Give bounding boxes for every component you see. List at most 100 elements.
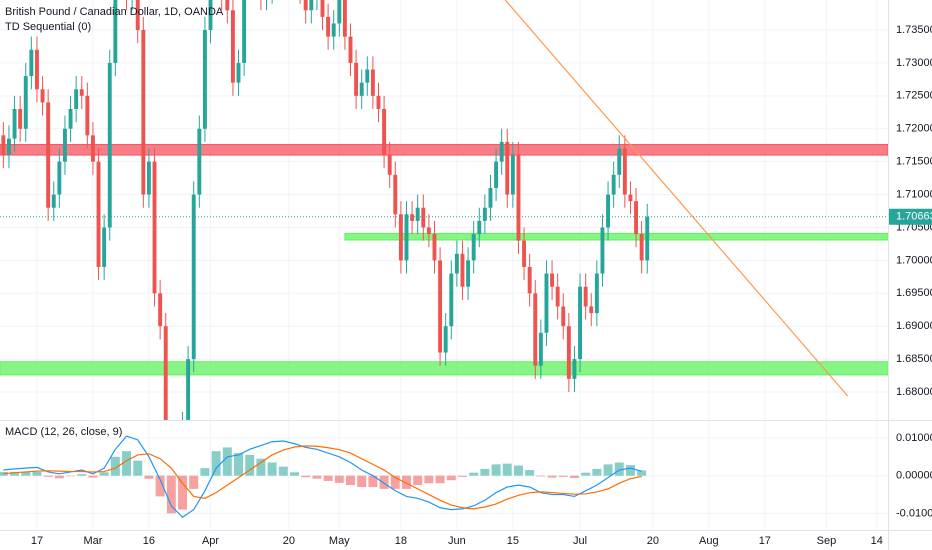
x-tick-label: 20 (647, 535, 659, 547)
candle-body (589, 306, 594, 314)
x-tick-label: 17 (759, 535, 771, 547)
y-tick-label: 0.01000 (896, 432, 932, 444)
candle-body (488, 187, 493, 208)
y-tick-label: 1.73000 (896, 57, 932, 69)
candle-body (410, 214, 415, 221)
histogram-bar (334, 475, 344, 483)
candle-body (404, 214, 409, 261)
candle-body (348, 36, 353, 63)
macd-pane (0, 435, 647, 518)
histogram-bar (390, 475, 400, 489)
candle-body (146, 161, 151, 195)
histogram-bar (569, 475, 579, 478)
histogram-bar (66, 475, 76, 477)
histogram-bar (480, 468, 490, 476)
indicator-title: TD Sequential (0) (5, 21, 91, 33)
candle-body (432, 234, 437, 261)
candle-body (566, 326, 571, 379)
candle-body (225, 0, 230, 11)
zone (0, 144, 888, 156)
candle-body (443, 326, 448, 353)
candle-body (186, 359, 191, 420)
x-tick-label: 20 (283, 535, 295, 547)
candle-body (611, 174, 616, 195)
candle-body (578, 286, 583, 360)
y-tick-label: 1.69000 (896, 320, 932, 332)
histogram-bar (379, 475, 389, 489)
candle-body (449, 273, 454, 327)
histogram-bar (234, 453, 243, 476)
histogram-bar (133, 460, 143, 476)
histogram-bar (491, 464, 501, 476)
candle-body (398, 214, 403, 261)
histogram-bar (21, 471, 31, 476)
grid (0, 0, 888, 530)
candle-body (354, 62, 359, 96)
zone (344, 232, 888, 241)
y-tick-label: 1.73500 (896, 24, 932, 36)
histogram-bar (301, 475, 311, 478)
x-tick-label: May (329, 535, 350, 547)
histogram-bar (368, 475, 378, 488)
candle-body (594, 273, 599, 314)
candle-body (141, 30, 146, 195)
x-tick-label: 17 (31, 535, 43, 547)
histogram-bar (547, 475, 557, 478)
histogram-bar (637, 470, 647, 476)
y-tick-label: -0.01000 (896, 507, 932, 519)
candle-body (494, 161, 499, 188)
candle-body (382, 108, 387, 156)
histogram-bar (536, 475, 546, 477)
histogram-bar (222, 447, 232, 476)
macd-title: MACD (12, 26, close, 9) (5, 426, 122, 438)
histogram-bar (525, 470, 535, 476)
x-tick-label: Jul (573, 535, 587, 547)
y-tick-label: 1.69500 (896, 287, 932, 299)
histogram-bar (603, 464, 613, 476)
candle-body (191, 194, 196, 360)
histogram-bar (278, 466, 288, 476)
candle-body (387, 155, 392, 175)
candle-body (477, 220, 482, 235)
candle-body (617, 148, 622, 175)
candle-body (303, 0, 308, 11)
candle-body (634, 201, 639, 235)
histogram-bar (178, 475, 188, 510)
histogram-bar (256, 458, 266, 476)
histogram-bar (502, 463, 512, 476)
histogram-bar (88, 475, 98, 478)
candle-body (376, 95, 381, 109)
histogram-bar (614, 462, 624, 476)
histogram-bar (211, 451, 221, 476)
candle-body (622, 148, 627, 195)
axes: 17 Mar 16 Apr 20 May 18 Jun 15 Jul 20 Aug 17 Sep 14 1.6… (31, 24, 932, 547)
candle-body (527, 266, 532, 294)
candle-body (79, 89, 84, 96)
histogram-bar (200, 468, 210, 476)
candle-body (46, 102, 51, 208)
y-tick-label: 1.72000 (896, 123, 932, 135)
histogram-bar (592, 468, 602, 476)
candle-body (62, 128, 67, 162)
x-tick-label: 18 (395, 535, 407, 547)
y-tick-label: 1.71000 (896, 188, 932, 200)
histogram-bar (446, 475, 456, 481)
candle-body (426, 227, 431, 235)
x-tick-label: 16 (143, 535, 155, 547)
histogram-bar (10, 471, 20, 476)
candle-body (40, 89, 45, 103)
candle-body (18, 108, 23, 129)
candle-body (393, 174, 398, 215)
candle-body (57, 161, 62, 195)
histogram-bar (413, 475, 423, 486)
candle-body (600, 227, 605, 274)
candle-body (135, 0, 140, 31)
histogram-bar (424, 475, 434, 484)
histogram-bar (54, 475, 64, 479)
x-tick-label: Aug (699, 535, 719, 547)
x-tick-label: 15 (507, 535, 519, 547)
candle-body (510, 155, 515, 195)
candle-body (482, 207, 487, 221)
candle-body (538, 332, 543, 366)
chart-title: British Pound / Canadian Dollar, 1D, OAN… (5, 6, 224, 18)
